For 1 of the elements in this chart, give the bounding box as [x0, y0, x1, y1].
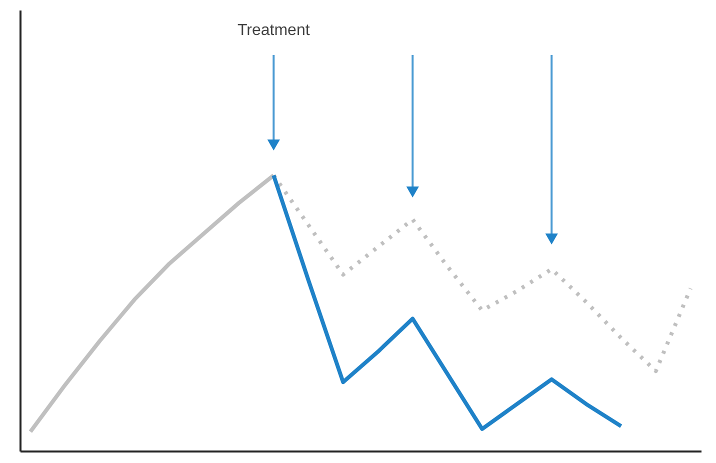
text: Treatment	[237, 22, 310, 39]
